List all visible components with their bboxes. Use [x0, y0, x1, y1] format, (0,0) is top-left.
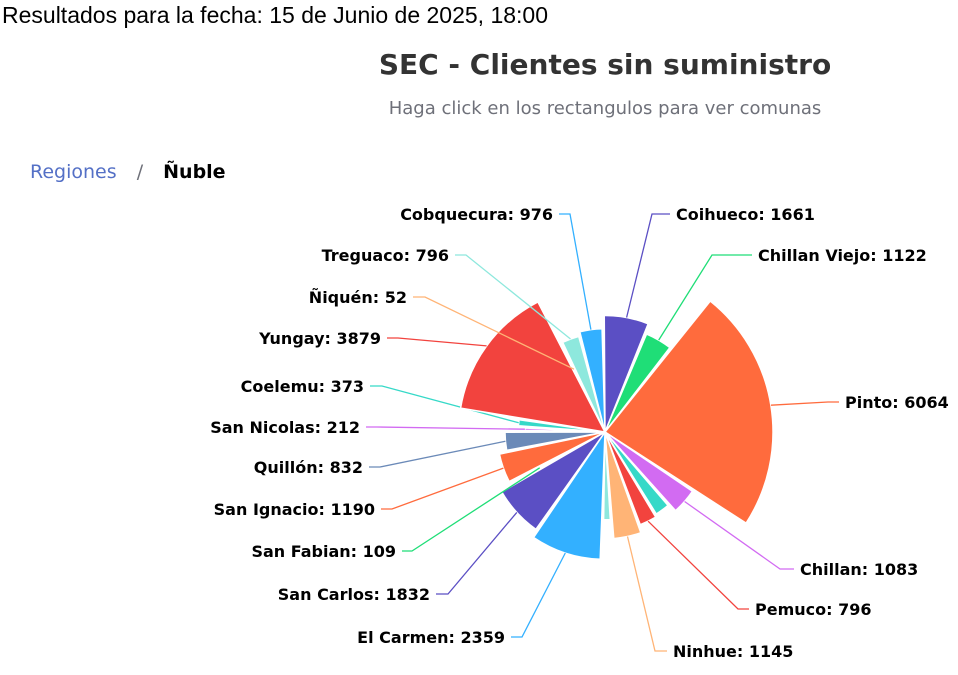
date-heading: Resultados para la fecha: 15 de Junio de…	[2, 2, 549, 28]
label-line-chillan	[684, 500, 794, 570]
pie-slice-4[interactable]	[604, 431, 669, 515]
breadcrumb-separator: /	[136, 161, 144, 183]
slice-label-el-carmen: El Carmen: 2359	[357, 628, 505, 647]
slice-label-san-ignacio: San Ignacio: 1190	[214, 500, 375, 519]
label-line-el-carmen	[511, 552, 566, 638]
breadcrumb: Regiones / Ñuble	[30, 161, 226, 183]
pie-slice-treguaco[interactable]	[561, 335, 606, 433]
slice-label-san-carlos: San Carlos: 1832	[278, 585, 430, 604]
label-line-pinto	[770, 401, 839, 406]
label-line-quillon	[369, 440, 506, 468]
label-line-san-nicolas	[366, 426, 525, 430]
slice-label-cobquecura: Cobquecura: 976	[400, 205, 553, 224]
slice-label-ninhue: Ninhue: 1145	[673, 642, 793, 661]
slice-label-san-nicolas: San Nicolas: 212	[210, 418, 360, 437]
slice-label-coihueco: Coihueco: 1661	[676, 205, 815, 224]
label-line-cobquecura	[559, 213, 592, 330]
pie-slice-pinto[interactable]	[604, 300, 774, 524]
chart-title: SEC - Clientes sin suministro	[378, 48, 832, 81]
slice-label-quillon: Quillón: 832	[254, 458, 363, 477]
slice-label-treguaco: Treguaco: 796	[322, 246, 449, 265]
slice-label-chillan-viejo: Chillan Viejo: 1122	[758, 246, 927, 265]
label-line-treguaco	[455, 254, 571, 340]
label-line-yungay	[387, 337, 487, 347]
label-line-pemuco	[647, 520, 749, 610]
label-line-san-carlos	[436, 511, 518, 595]
label-line-coihueco	[625, 213, 670, 318]
pie-slice-cobquecura[interactable]	[579, 327, 606, 433]
slice-label-pinto: Pinto: 6064	[845, 393, 949, 412]
breadcrumb-link-regiones[interactable]: Regiones	[30, 161, 117, 183]
slice-label-san-fabian: San Fabian: 109	[251, 542, 396, 561]
pie-slice-quillon[interactable]	[504, 431, 606, 452]
chart-subtitle: Haga click en los rectangulos para ver c…	[388, 98, 822, 119]
breadcrumb-current-region: Ñuble	[163, 161, 226, 183]
slice-label-niquen: Ñiquén: 52	[309, 288, 407, 307]
pie-slice-coihueco[interactable]	[603, 314, 649, 433]
slice-label-yungay: Yungay: 3879	[258, 329, 381, 348]
label-line-chillan-viejo	[658, 254, 752, 341]
slice-label-coelemu: Coelemu: 373	[241, 377, 364, 396]
slice-label-chillan: Chillan: 1083	[800, 560, 918, 579]
label-line-san-ignacio	[381, 467, 504, 510]
label-line-san-fabian	[402, 467, 541, 552]
slice-label-pemuco: Pemuco: 796	[755, 600, 871, 619]
label-line-niquen	[413, 296, 575, 370]
pie-slice-chillan[interactable]	[604, 431, 694, 512]
pie-slice-7[interactable]	[602, 431, 612, 521]
label-line-ninhue	[626, 536, 667, 652]
